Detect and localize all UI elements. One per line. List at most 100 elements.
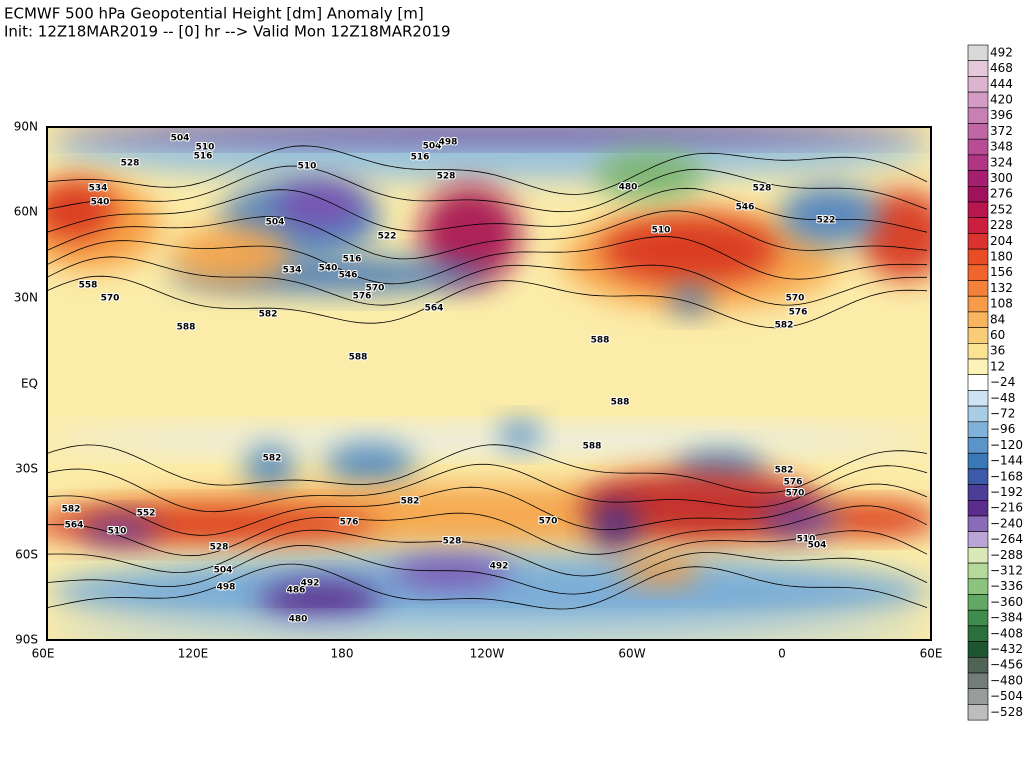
- contour-label: 528: [753, 184, 772, 194]
- contour-label: 522: [378, 232, 397, 242]
- colorbar-label: 228: [990, 218, 1013, 232]
- contour-line: [47, 529, 928, 577]
- field-blob: [50, 127, 930, 143]
- colorbar-box: [967, 358, 989, 375]
- colorbar-box: [967, 704, 989, 721]
- colorbar-label: 156: [990, 265, 1013, 279]
- contour-label: 570: [366, 284, 385, 294]
- colorbar-box: [967, 311, 989, 328]
- colorbar-box: [967, 342, 989, 360]
- colorbar-label: −336: [990, 579, 1023, 593]
- contour-label: 510: [108, 527, 127, 537]
- colorbar-box: [967, 562, 989, 580]
- contour-label: 546: [736, 203, 755, 213]
- field-blob: [670, 285, 710, 315]
- contour-line: [47, 210, 928, 260]
- colorbar-box: [967, 688, 989, 705]
- colorbar-label: −192: [990, 485, 1023, 499]
- colorbar-label: −360: [990, 595, 1023, 609]
- contour-label: 516: [411, 153, 430, 163]
- contour-label: 492: [490, 562, 509, 572]
- colorbar-label: −240: [990, 516, 1023, 530]
- colorbar-label: −528: [990, 705, 1023, 719]
- colorbar-label: 468: [990, 61, 1013, 75]
- colorbar-box: [967, 578, 989, 595]
- contour-label: 534: [283, 266, 302, 276]
- colorbar-box: [967, 248, 989, 266]
- contour-label: 588: [177, 323, 196, 333]
- contour-label: 504: [266, 218, 285, 228]
- contour-label: 588: [349, 353, 368, 363]
- contour-label: 540: [319, 264, 338, 274]
- contour-line: [47, 256, 927, 306]
- colorbar-label: −24: [990, 375, 1015, 389]
- contour-label: 528: [443, 537, 462, 547]
- colorbar-box: [967, 280, 989, 297]
- colorbar-label: 348: [990, 140, 1013, 154]
- contour-label: 480: [619, 183, 638, 193]
- colorbar-box: [967, 547, 989, 564]
- contour-line: [47, 563, 928, 610]
- colorbar-label: 492: [990, 45, 1013, 59]
- colorbar-label: 396: [990, 108, 1013, 122]
- colorbar-label: −312: [990, 563, 1023, 577]
- y-tick-label: 60S: [15, 548, 38, 562]
- colorbar-label: −384: [990, 611, 1023, 625]
- contour-label: 576: [340, 518, 359, 528]
- contour-label: 570: [786, 294, 805, 304]
- colorbar-box: [967, 531, 989, 548]
- field-blob: [820, 505, 931, 535]
- colorbar-label: −432: [990, 642, 1023, 656]
- contour-line: [47, 544, 928, 595]
- colorbar-box: [967, 44, 989, 61]
- colorbar-box: [967, 437, 989, 454]
- x-tick-label: 120W: [470, 647, 505, 661]
- x-tick-label: 0: [778, 647, 786, 661]
- y-tick-label: 60N: [14, 205, 38, 219]
- colorbar-box: [967, 468, 989, 485]
- y-tick-label: 30N: [14, 291, 38, 305]
- contour-label: 480: [289, 615, 308, 625]
- field-blob: [590, 500, 640, 550]
- contour-label: 570: [786, 489, 805, 499]
- contour-label: 570: [101, 294, 120, 304]
- colorbar-label: 132: [990, 281, 1013, 295]
- contour-line: [47, 444, 928, 494]
- contour-label: 504: [171, 134, 190, 144]
- contour-label: 540: [91, 198, 110, 208]
- field-blob: [580, 470, 820, 540]
- colorbar-box: [967, 123, 989, 140]
- x-tick-label: 60E: [920, 647, 943, 661]
- field-blob: [47, 180, 115, 240]
- contour-label: 588: [591, 336, 610, 346]
- contour-label: 498: [217, 583, 236, 593]
- colorbar-label: −504: [990, 689, 1023, 703]
- contour-line: [47, 275, 928, 329]
- contour-label: 558: [79, 281, 98, 291]
- field-blob: [245, 445, 295, 495]
- contour-label: 534: [89, 184, 108, 194]
- contour-label: 582: [775, 466, 794, 476]
- map-frame: [46, 126, 932, 641]
- contour-line: [47, 463, 928, 513]
- colorbar-label: 36: [990, 344, 1005, 358]
- colorbar-box: [967, 594, 989, 611]
- field-blob: [500, 420, 540, 450]
- colorbar-label: 276: [990, 187, 1013, 201]
- colorbar-box: [967, 656, 989, 674]
- colorbar-label: −168: [990, 469, 1023, 483]
- contour-label: 582: [259, 310, 278, 320]
- contour-label: 498: [439, 138, 458, 148]
- colorbar-box: [967, 374, 989, 391]
- field-blob: [50, 620, 930, 640]
- colorbar-label: 12: [990, 359, 1005, 373]
- x-tick-label: 120E: [178, 647, 209, 661]
- contour-label: 546: [339, 271, 358, 281]
- colorbar-label: 300: [990, 171, 1013, 185]
- colorbar-box: [967, 625, 989, 642]
- contour-label: 576: [784, 478, 803, 488]
- contour-label: 576: [789, 308, 808, 318]
- colorbar-box: [967, 327, 989, 344]
- contour-label: 588: [611, 398, 630, 408]
